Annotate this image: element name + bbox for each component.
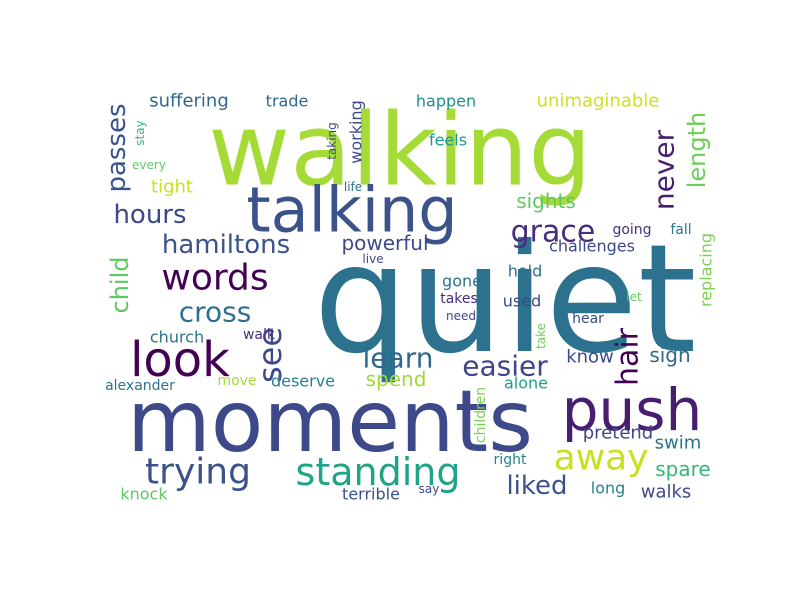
word-alone: alone (504, 374, 548, 393)
word-quiet: quiet (313, 213, 696, 387)
word-learn: learn (363, 342, 434, 375)
word-swim: swim (655, 433, 702, 454)
word-hear: hear (572, 311, 604, 327)
word-hours: hours (113, 200, 186, 230)
word-take: take (534, 323, 548, 349)
word-right: right (494, 452, 527, 468)
word-tight: tight (151, 177, 193, 198)
word-walking: walking (208, 92, 591, 209)
word-need: need (446, 309, 476, 323)
word-pretend: pretend (583, 423, 653, 444)
word-taking: taking (325, 122, 339, 160)
word-easier: easier (462, 350, 548, 383)
word-trade: trade (266, 92, 309, 111)
word-say: say (419, 482, 440, 496)
word-life: life (344, 180, 362, 194)
word-child: child (106, 257, 134, 314)
word-replacing: replacing (697, 233, 716, 307)
word-liked: liked (506, 471, 567, 501)
word-away: away (554, 438, 649, 479)
word-see: see (251, 327, 289, 383)
word-words: words (161, 258, 268, 299)
word-spend: spend (366, 367, 427, 391)
word-stay: stay (133, 120, 147, 145)
word-challenges: challenges (549, 237, 635, 256)
word-unimaginable: unimaginable (537, 91, 660, 112)
word-push: push (562, 376, 703, 444)
word-grace: grace (511, 215, 596, 250)
word-knock: knock (120, 485, 168, 504)
word-talking: talking (246, 174, 457, 247)
word-passes: passes (102, 103, 132, 192)
word-takes: takes (440, 291, 478, 307)
word-look: look (130, 332, 230, 388)
word-know: know (566, 347, 614, 368)
word-terrible: terrible (342, 485, 400, 504)
word-standing: standing (296, 450, 461, 494)
word-never: never (648, 129, 681, 210)
word-move: move (217, 373, 256, 389)
word-suffering: suffering (149, 91, 229, 112)
word-working: working (347, 100, 366, 163)
word-hamiltons: hamiltons (162, 230, 290, 260)
word-happen: happen (416, 92, 476, 111)
word-alexander: alexander (105, 378, 175, 394)
word-length: length (683, 112, 711, 189)
word-church: church (150, 328, 204, 347)
word-moments: moments (127, 372, 533, 472)
word-powerful: powerful (341, 231, 428, 255)
word-used: used (503, 292, 541, 311)
word-gone: gone (442, 272, 482, 291)
word-let: let (626, 290, 642, 304)
word-hair: hair (611, 327, 646, 386)
word-long: long (591, 479, 626, 498)
word-feels: feels (429, 131, 467, 150)
word-live: live (362, 252, 383, 266)
word-sights: sights (516, 189, 576, 213)
word-deserve: deserve (271, 372, 335, 391)
word-going: going (612, 222, 651, 238)
word-hold: hold (508, 262, 543, 281)
word-fall: fall (670, 222, 691, 238)
word-walks: walks (641, 482, 692, 503)
word-spare: spare (655, 457, 710, 481)
word-walk: walk (243, 327, 276, 343)
word-every: every (132, 158, 166, 172)
word-cross: cross (179, 296, 252, 329)
word-sign: sign (649, 343, 690, 367)
word-trying: trying (145, 452, 251, 493)
word-children: children (473, 387, 489, 443)
